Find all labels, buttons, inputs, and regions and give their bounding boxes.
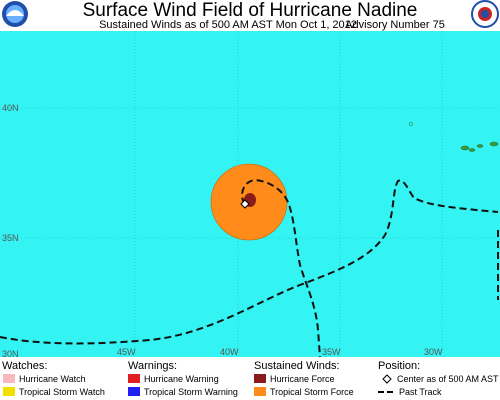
legend-label: Center as of 500 AM AST	[397, 374, 499, 384]
legend-label: Tropical Storm Force	[270, 387, 354, 397]
advisory: Advisory Number 75	[345, 19, 445, 31]
legend-swatch	[3, 387, 15, 396]
legend-label: Hurricane Watch	[19, 374, 86, 384]
legend-heading: Sustained Winds:	[254, 360, 340, 372]
legend-heading: Watches:	[2, 360, 47, 372]
title: Surface Wind Field of Hurricane Nadine	[83, 0, 418, 21]
legend-swatch	[254, 387, 266, 396]
nws-logo	[471, 0, 499, 28]
legend-label: Tropical Storm Watch	[19, 387, 105, 397]
legend-label: Hurricane Warning	[144, 374, 219, 384]
lat-label: 30N	[2, 349, 19, 359]
legend-swatch	[128, 374, 140, 383]
islands	[409, 121, 499, 152]
lon-label: 35W	[322, 347, 341, 357]
lon-label: 30W	[424, 347, 443, 357]
legend-swatch	[128, 387, 140, 396]
center-marker	[240, 199, 250, 209]
legend-heading: Warnings:	[128, 360, 177, 372]
legend-label: Tropical Storm Warning	[144, 387, 238, 397]
legend-swatch	[3, 374, 15, 383]
legend-swatch	[254, 374, 266, 383]
past-track	[0, 178, 499, 358]
legend-heading: Position:	[378, 360, 420, 372]
legend-label: Hurricane Force	[270, 374, 335, 384]
lat-label: 40N	[2, 103, 19, 113]
legend-label: Past Track	[399, 387, 442, 397]
legend-swatch	[382, 374, 392, 384]
noaa-logo	[2, 1, 28, 27]
lon-label: 45W	[117, 347, 136, 357]
lon-label: 40W	[220, 347, 239, 357]
lat-label: 35N	[2, 233, 19, 243]
subtitle: Sustained Winds as of 500 AM AST Mon Oct…	[99, 19, 357, 31]
